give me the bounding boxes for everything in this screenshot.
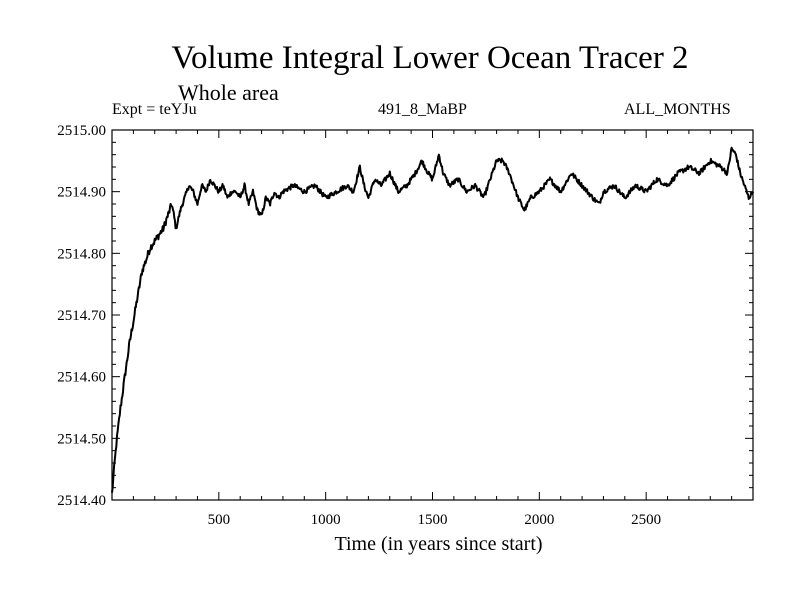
y-tick-label: 2514.50 [57, 431, 106, 447]
months-label: ALL_MONTHS [624, 101, 731, 118]
y-tick-label: 2514.70 [57, 308, 106, 324]
plot-frame [111, 129, 754, 501]
x-tick-label: 1500 [418, 512, 448, 528]
x-tick-label: 1000 [311, 512, 341, 528]
x-tick-label: 500 [208, 512, 231, 528]
series-line [111, 146, 754, 493]
y-tick-label: 2514.90 [57, 185, 106, 201]
x-tick-label: 2000 [524, 512, 554, 528]
x-tick-labels: 500 1000 1500 2000 2500 [208, 512, 662, 528]
y-tick-label: 2515.00 [57, 123, 106, 139]
x-axis-label: Time (in years since start) [334, 533, 542, 555]
y-tick-label: 2514.60 [57, 370, 106, 386]
chart-title: Volume Integral Lower Ocean Tracer 2 [171, 40, 689, 76]
y-tick-label: 2514.40 [57, 493, 106, 509]
x-tick-label: 2500 [631, 512, 661, 528]
y-tick-labels: 2514.40 2514.50 2514.60 2514.70 2514.80 2514.… [57, 123, 106, 509]
experiment-label: Expt = teYJu [112, 101, 197, 118]
run-label: 491_8_MaBP [378, 101, 467, 118]
minor-ticks [112, 130, 753, 500]
y-tick-label: 2514.80 [57, 246, 106, 262]
chart-subtitle: Whole area [178, 80, 279, 105]
